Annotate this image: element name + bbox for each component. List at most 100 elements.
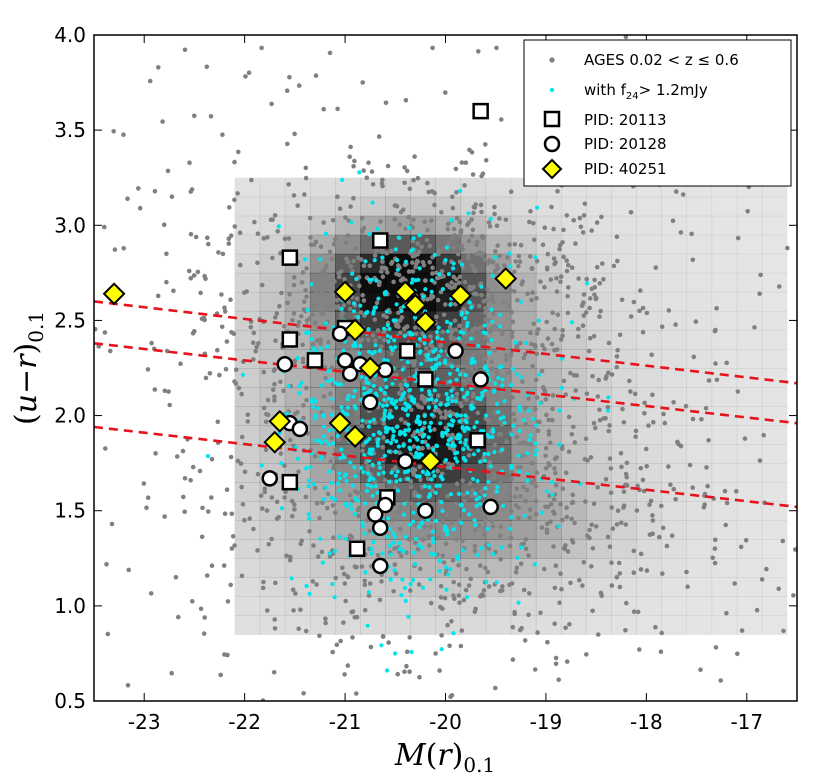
ages-point (190, 599, 195, 604)
ages-point (523, 546, 529, 552)
ages-point (398, 505, 403, 510)
ages-point (481, 532, 487, 537)
density-cell (485, 558, 512, 578)
f24-point (483, 413, 489, 418)
density-cell (234, 253, 261, 274)
ages-point (310, 579, 316, 584)
ages-point (739, 628, 745, 633)
f24-point (314, 348, 319, 354)
ages-point (591, 501, 597, 507)
ages-point (335, 106, 340, 112)
ages-point (352, 615, 358, 620)
f24-point (351, 301, 357, 306)
f24-point (398, 546, 403, 551)
ages-point (523, 498, 528, 504)
f24-point (326, 369, 331, 374)
ages-point (584, 652, 589, 657)
ages-point (633, 428, 639, 434)
f24-point (405, 360, 410, 365)
density-cell (661, 444, 688, 464)
f24-point (434, 483, 439, 488)
ages-point (319, 549, 325, 555)
ages-point (360, 443, 366, 448)
ages-point (251, 357, 256, 362)
f24-point (318, 346, 323, 351)
f24-point (414, 474, 419, 479)
ages-point (467, 286, 472, 292)
ages-point (392, 217, 398, 222)
ages-point (454, 481, 460, 487)
ages-point (594, 264, 600, 270)
f24-point (381, 470, 386, 475)
ages-point (474, 364, 479, 370)
ages-point (555, 312, 561, 318)
density-cell (611, 463, 637, 483)
f24-point (350, 483, 355, 488)
density-cell (661, 368, 688, 388)
density-cell (636, 291, 662, 312)
x-tick-label: -21 (329, 710, 362, 734)
ages-point (325, 505, 330, 511)
ages-point (367, 528, 373, 534)
ages-point (410, 269, 416, 274)
density-cell (560, 615, 587, 635)
density-cell (259, 253, 286, 274)
ages-point (410, 260, 415, 265)
f24-point (344, 478, 349, 483)
density-cell (535, 406, 562, 426)
ages-point (550, 310, 555, 316)
ages-point (584, 391, 590, 397)
ages-point (509, 469, 514, 475)
ages-point (712, 546, 718, 551)
ages-point (417, 464, 423, 470)
ages-point (560, 486, 566, 492)
f24-point (384, 403, 389, 408)
ages-point (687, 462, 693, 468)
ages-point (480, 233, 485, 239)
ages-point (436, 393, 441, 399)
ages-point (300, 359, 306, 365)
ages-point (579, 303, 585, 309)
ages-point (251, 526, 256, 532)
f24-point (473, 491, 478, 496)
f24-point (455, 450, 460, 455)
ages-point (595, 394, 601, 399)
f24-point (490, 434, 495, 439)
f24-point (409, 398, 414, 403)
ages-point (452, 336, 458, 342)
f24-point (457, 435, 462, 441)
ages-point (291, 275, 297, 280)
ages-point (460, 538, 465, 544)
ages-point (235, 191, 240, 196)
f24-point (461, 447, 466, 452)
density-cell (686, 196, 713, 217)
f24-point (433, 490, 438, 495)
ages-point (261, 369, 267, 375)
ages-point (378, 219, 383, 224)
ages-point (508, 189, 514, 194)
ages-point (242, 469, 248, 475)
x-tick-label: -23 (128, 710, 161, 734)
pid20113-marker (469, 432, 486, 449)
f24-point (499, 447, 505, 452)
ages-point (543, 453, 548, 459)
ages-point (472, 609, 478, 614)
f24-point (424, 472, 429, 477)
ages-point (220, 132, 225, 137)
ages-point (449, 280, 454, 285)
density-cell (335, 177, 361, 198)
density-cell (611, 558, 637, 578)
ages-point (448, 694, 453, 699)
density-cell (761, 444, 788, 464)
f24-point (419, 545, 425, 550)
ages-point (199, 534, 205, 540)
ages-point (403, 98, 409, 103)
f24-point (482, 323, 487, 328)
ages-point (517, 259, 523, 264)
density-cell (736, 348, 763, 369)
ages-point (323, 616, 328, 621)
f24-point (407, 387, 413, 393)
ages-point (360, 497, 366, 502)
f24-point (337, 471, 342, 476)
ages-point (580, 323, 586, 329)
